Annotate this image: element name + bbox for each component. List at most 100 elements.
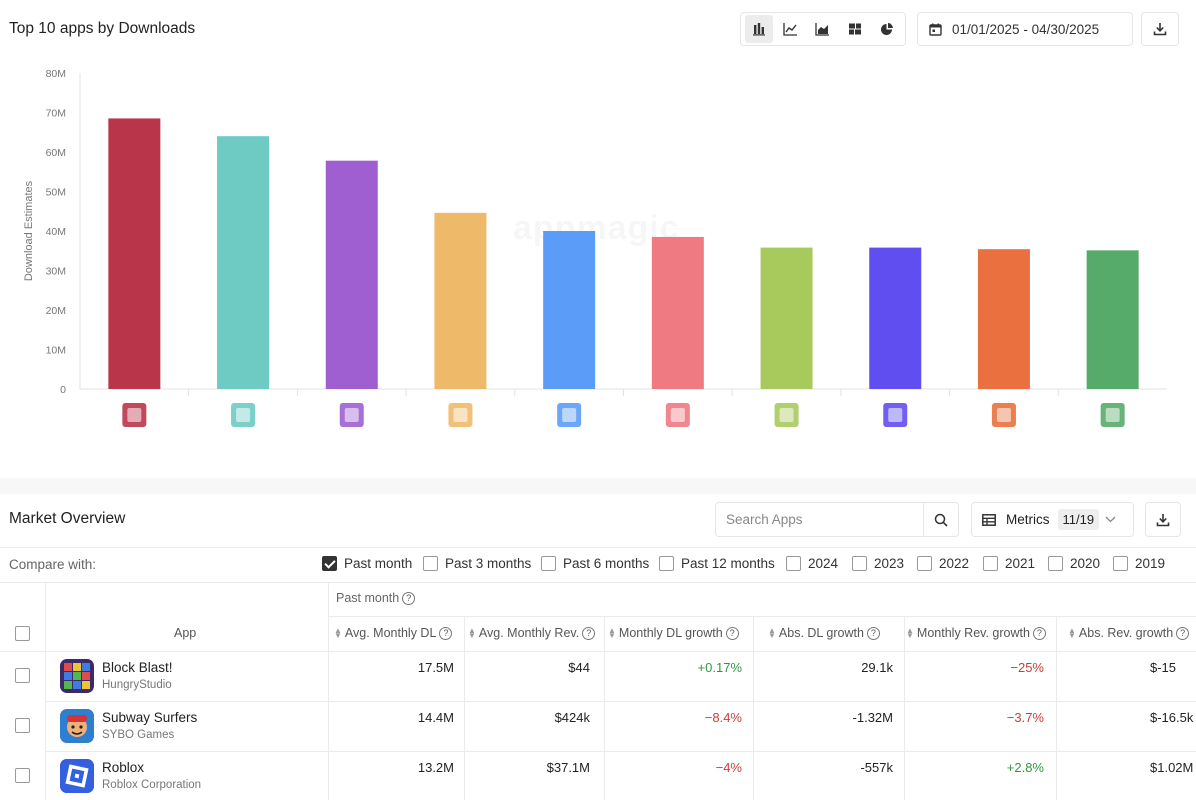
compare-option[interactable]: 2020 [1048,556,1100,571]
app-name[interactable]: Subway Surfers [102,710,198,725]
column-header-abs-rev-growth[interactable]: ▲ ▼ Abs. Rev. growth ? [1068,626,1190,640]
bar[interactable] [543,231,596,389]
compare-option[interactable]: 2022 [917,556,969,571]
select-all-checkbox[interactable] [15,626,30,641]
sort-icon: ▲ ▼ [468,626,476,640]
help-icon[interactable]: ? [725,626,739,640]
app-name[interactable]: Roblox [102,760,145,775]
table-download-button[interactable] [1145,502,1181,537]
compare-option-label: Past 3 months [445,556,532,571]
compare-checkbox[interactable] [659,556,674,571]
area-chart-icon[interactable] [809,15,837,43]
abs-dl-growth-value: -557k [860,760,893,775]
column-header-app[interactable]: App [174,626,197,640]
column-header-monthly-dl-growth[interactable]: ▲ ▼ Monthly DL growth ? [608,626,739,640]
compare-checkbox[interactable] [1113,556,1128,571]
compare-checkbox[interactable] [852,556,867,571]
col-divider [328,582,329,800]
compare-option[interactable]: Past 12 months [659,556,775,571]
compare-option-label: 2020 [1070,556,1101,571]
column-header-abs-dl-growth[interactable]: ▲ ▼ Abs. DL growth ? [768,626,880,640]
y-tick-label: 50M [46,187,66,199]
avg-monthly-rev-value: $37.1M [546,760,590,775]
compare-option-label: Past 12 months [681,556,775,571]
chart-panel: Top 10 apps by Downloads 01/01/2025 - 04… [9,12,1179,427]
x-axis-app-icon[interactable] [557,403,582,427]
divider [45,701,1196,702]
column-header-monthly-rev-growth[interactable]: ▲ ▼ Monthly Rev. growth ? [906,626,1046,640]
block-blast-app-icon[interactable] [60,659,94,693]
col-divider [904,616,905,800]
row-checkbox[interactable] [15,768,30,783]
roblox-app-icon[interactable] [60,759,94,793]
bar[interactable] [760,247,813,389]
search-icon [934,513,948,527]
download-icon [1153,23,1167,36]
help-icon[interactable]: ? [582,626,596,640]
compare-checkbox[interactable] [983,556,998,571]
compare-checkbox[interactable] [322,556,337,571]
date-range-picker[interactable]: 01/01/2025 - 04/30/2025 [917,12,1133,46]
chevron-down-icon [1105,516,1116,523]
bar[interactable] [434,212,487,389]
help-icon[interactable]: ? [402,591,416,605]
pie-chart-icon[interactable] [873,15,901,43]
x-axis-app-icon[interactable] [665,403,690,427]
download-icon [1156,513,1170,526]
row-checkbox[interactable] [15,668,30,683]
compare-option[interactable]: 2024 [786,556,838,571]
compare-checkbox[interactable] [1048,556,1063,571]
x-axis-app-icon[interactable] [231,403,256,427]
help-icon[interactable]: ? [866,626,880,640]
compare-option[interactable]: 2023 [852,556,904,571]
sort-icon: ▲ ▼ [906,626,914,640]
x-axis-app-icon[interactable] [774,403,799,427]
bar[interactable] [325,160,378,389]
compare-checkbox[interactable] [786,556,801,571]
bar[interactable] [977,249,1030,389]
x-axis-app-icon[interactable] [1100,403,1125,427]
compare-checkbox[interactable] [541,556,556,571]
treemap-icon[interactable] [841,15,869,43]
y-tick-label: 70M [46,108,66,120]
compare-option[interactable]: Past 3 months [423,556,531,571]
subway-surfers-app-icon[interactable] [60,709,94,743]
chart-download-button[interactable] [1141,12,1179,46]
compare-option[interactable]: Past 6 months [541,556,649,571]
help-icon[interactable]: ? [1176,626,1190,640]
x-axis-app-icon[interactable] [448,403,473,427]
column-header-label: Avg. Monthly DL [344,626,437,640]
row-checkbox[interactable] [15,718,30,733]
compare-option[interactable]: 2021 [983,556,1035,571]
bar[interactable] [217,136,270,389]
x-axis-app-icon[interactable] [122,403,147,427]
bar[interactable] [108,118,161,390]
bar[interactable] [1086,250,1139,389]
x-axis-app-icon[interactable] [883,403,908,427]
x-axis-app-icon[interactable] [991,403,1016,427]
x-axis-app-icon[interactable] [339,403,364,427]
metrics-dropdown[interactable]: Metrics 11/19 [971,502,1134,537]
line-chart-icon[interactable] [777,15,805,43]
column-header-avg-monthly-dl[interactable]: ▲ ▼ Avg. Monthly DL ? [334,626,453,640]
compare-checkbox[interactable] [423,556,438,571]
bar-chart-icon[interactable] [745,15,773,43]
column-header-avg-monthly-rev[interactable]: ▲ ▼ Avg. Monthly Rev. ? [468,626,596,640]
abs-rev-growth-value: $1.02M [1150,760,1194,775]
chart-view-switcher [740,12,906,46]
divider [0,547,1196,548]
app-name[interactable]: Block Blast! [102,660,173,675]
column-header-label: Monthly Rev. growth [916,626,1030,640]
help-icon[interactable]: ? [439,626,453,640]
bar[interactable] [651,236,704,389]
avg-monthly-rev-value: $44 [568,660,590,675]
y-tick-label: 20M [46,305,66,317]
compare-option[interactable]: Past month [322,556,412,571]
compare-checkbox[interactable] [917,556,932,571]
search-button[interactable] [924,513,958,527]
search-input[interactable] [716,503,924,536]
bar[interactable] [869,247,922,389]
compare-option[interactable]: 2019 [1113,556,1165,571]
col-divider [604,616,605,800]
help-icon[interactable]: ? [1032,626,1046,640]
